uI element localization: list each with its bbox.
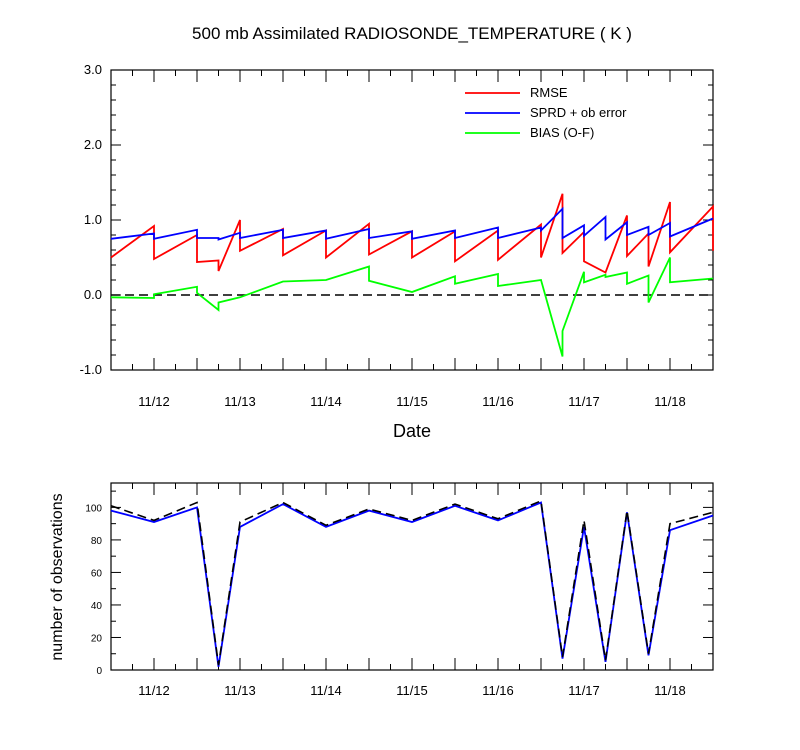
chart-title: 500 mb Assimilated RADIOSONDE_TEMPERATUR…: [192, 24, 632, 43]
y-tick-label: 20: [91, 633, 103, 644]
y-tick-label: 60: [91, 568, 103, 579]
x-tick-label: 11/16: [482, 683, 514, 698]
x-tick-label: 11/13: [224, 394, 256, 409]
bottom-panel: 11/12 11/13 11/14 11/15 11/16 11/17 11/18 100 80…: [85, 482, 714, 698]
legend-label: BIAS (O-F): [530, 125, 594, 140]
y-tick-label: 100: [85, 503, 102, 514]
x-tick-label: 11/15: [396, 394, 428, 409]
series-line-sprd-ob-error: [110, 206, 714, 242]
x-tick-label: 11/18: [654, 683, 686, 698]
series-line-bias-o-f: [110, 257, 714, 357]
x-tick-label: 11/12: [138, 394, 170, 409]
x-tick-label: 11/17: [568, 683, 600, 698]
x-tick-label: 11/18: [654, 394, 686, 409]
series-line-used: [110, 501, 714, 667]
y-axis-label-observations: number of observations: [49, 493, 66, 660]
x-axis-label: Date: [393, 421, 431, 441]
y-tick-label: 0.0: [84, 287, 102, 302]
x-tick-label: 11/12: [138, 683, 170, 698]
top-panel: 11/12 11/13 11/14 11/15 11/16 11/17 11/18 3.0 2.…: [80, 62, 714, 409]
x-tick-label: 11/14: [310, 683, 342, 698]
legend-label: SPRD + ob error: [530, 105, 627, 120]
series-line-rmse: [110, 193, 714, 274]
y-tick-label: 0: [96, 666, 102, 677]
plot-frame: [110, 482, 714, 671]
y-tick-label: 40: [91, 601, 103, 612]
y-tick-label: -1.0: [80, 362, 102, 377]
y-tick-label: 2.0: [84, 137, 102, 152]
series-line-total: [110, 499, 714, 666]
y-tick-label: 1.0: [84, 212, 102, 227]
y-tick-label: 80: [91, 536, 103, 547]
x-tick-label: 11/17: [568, 394, 600, 409]
x-tick-label: 11/13: [224, 683, 256, 698]
x-tick-label: 11/15: [396, 683, 428, 698]
legend-label: RMSE: [530, 85, 568, 100]
y-tick-label: 3.0: [84, 62, 102, 77]
x-tick-label: 11/14: [310, 394, 342, 409]
x-tick-label: 11/16: [482, 394, 514, 409]
